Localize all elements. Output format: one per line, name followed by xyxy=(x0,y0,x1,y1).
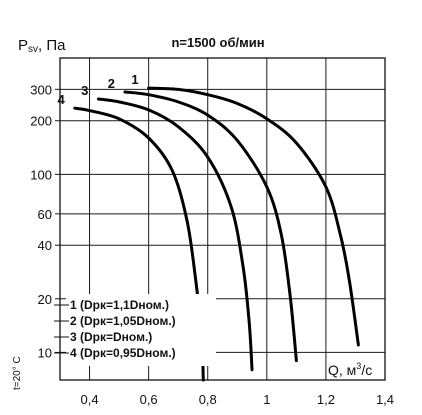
y-tick-label: 200 xyxy=(30,114,52,129)
x-tick-label: 0,4 xyxy=(81,392,99,407)
curve-label-3: 3 xyxy=(81,83,88,98)
curve-number-labels: 1 2 34 xyxy=(58,72,139,107)
y-tick-label: 300 xyxy=(30,82,52,97)
chart-title: n=1500 об/мин xyxy=(171,35,264,50)
y-tick-label: 10 xyxy=(38,345,52,360)
legend-entry-1: 1 (Dрк=1,1Dном.) xyxy=(70,298,169,312)
y-tick-label: 40 xyxy=(38,238,52,253)
y-axis-label-sub: sv xyxy=(28,44,38,55)
x-tick-label: 1 xyxy=(263,392,270,407)
y-tick-label: 20 xyxy=(38,292,52,307)
y-axis-label-main: P xyxy=(18,37,28,54)
series-line-1 xyxy=(147,86,360,347)
x-tick-labels: 0,4 0,6 0,8 1 1,2 1,4 xyxy=(81,392,395,407)
x-axis-label: Q, м3/с xyxy=(328,361,372,378)
y-tick-labels: 10 20 40 60 100 200 300 xyxy=(30,82,60,360)
x-tick-label: 0,8 xyxy=(199,392,217,407)
plot-frame xyxy=(59,57,386,381)
legend-entry-2: 2 (Dрк=1,05Dном.) xyxy=(70,314,176,328)
x-axis-label-sup: 3 xyxy=(356,361,361,371)
curve-label-2: 2 xyxy=(108,76,115,91)
legend: 1 (Dрк=1,1Dном.) 2 (Dрк=1,05Dном.) 3 (Dрк=… xyxy=(54,298,176,360)
curve-label-4: 4 xyxy=(58,92,66,107)
x-axis-label-tail: /с xyxy=(361,362,372,378)
curve-label-1: 1 xyxy=(131,72,138,87)
series-line-2 xyxy=(123,90,298,363)
legend-entry-3: 3 (Dрк=Dном.) xyxy=(70,330,152,344)
series-line-3 xyxy=(96,97,254,372)
y-axis-label-unit: , Па xyxy=(38,37,66,54)
temperature-note: t=20° C xyxy=(12,356,23,390)
legend-entry-4: 4 (Dрк=0,95Dном.) xyxy=(70,346,176,360)
x-tick-label: 1,4 xyxy=(376,392,394,407)
x-tick-label: 1,2 xyxy=(317,392,335,407)
y-axis-label: Psv, Па xyxy=(18,37,66,55)
legend-background xyxy=(66,294,216,366)
x-axis-label-main: Q, м xyxy=(328,362,356,378)
y-tick-label: 60 xyxy=(38,207,52,222)
x-tick-label: 0,6 xyxy=(140,392,158,407)
y-tick-label: 100 xyxy=(30,167,52,182)
